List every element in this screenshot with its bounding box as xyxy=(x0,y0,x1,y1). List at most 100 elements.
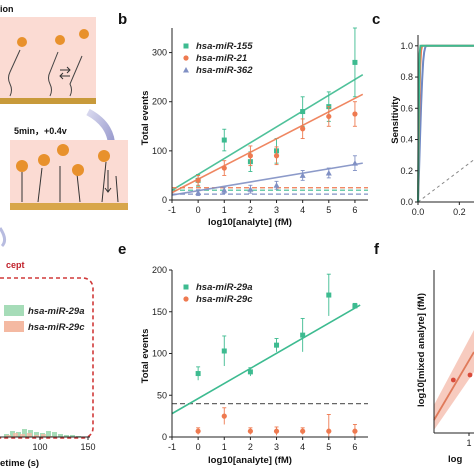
histogram-bar xyxy=(34,435,39,437)
label-bead xyxy=(79,29,89,39)
schematic-top-label: ion xyxy=(0,4,14,14)
dwell-panel: cept hsa-miR-29a hsa-miR-29c 100 150 eti… xyxy=(0,227,96,469)
legend-label: hsa-miR-155 xyxy=(196,41,253,52)
panel-c-x-tick-label: 0.2 xyxy=(453,207,466,217)
legend-label: hsa-miR-29a xyxy=(196,282,253,293)
data-point xyxy=(247,186,254,192)
histogram-bar xyxy=(6,435,11,437)
histogram-bar xyxy=(27,433,32,437)
panel-c-y-tick-label: 0.4 xyxy=(400,135,413,145)
panel-e-y-tick-label: 0 xyxy=(162,432,167,442)
panel-b-x-tick-label: 3 xyxy=(274,205,279,215)
panel-e-y-tick-label: 150 xyxy=(152,307,167,317)
fit-line-hsa-miR-155 xyxy=(171,74,364,191)
data-point xyxy=(300,428,306,434)
panel-e-x-tick-label: 1 xyxy=(222,442,227,452)
panel-b-y-axis-title: Total events xyxy=(140,91,151,146)
panel-label-c: c xyxy=(372,11,380,28)
label-bead xyxy=(98,150,110,162)
data-point xyxy=(247,428,253,434)
fit-line-hsa-miR-362 xyxy=(171,162,363,196)
panel-b-x-axis-title: log10[analyte] (fM) xyxy=(208,217,292,228)
legend-swatch-29a xyxy=(4,305,24,316)
panel-label-e: e xyxy=(118,241,126,258)
panel-e-x-axis-title: log10[analyte] (fM) xyxy=(208,455,292,466)
panel-b-y-tick-label: 0 xyxy=(162,195,167,205)
dwell-histogram-bars xyxy=(4,429,81,437)
data-point xyxy=(450,377,456,383)
panel-b-y-tick-label: 100 xyxy=(152,146,167,156)
data-point xyxy=(467,372,473,378)
electrode-bottom xyxy=(10,203,128,210)
down-arrow xyxy=(104,170,112,193)
label-bead xyxy=(55,35,65,45)
data-point xyxy=(273,153,280,159)
data-point xyxy=(247,153,253,159)
data-point xyxy=(195,428,201,434)
data-point xyxy=(300,126,306,132)
panel-b-x-tick-label: 0 xyxy=(196,205,201,215)
dwell-tick-label: 150 xyxy=(80,442,95,452)
data-point xyxy=(352,59,358,65)
histogram-bar xyxy=(41,434,46,437)
schematic-box-bottom xyxy=(10,140,128,206)
panel-c-x-tick-label: 0.0 xyxy=(412,207,425,217)
data-point xyxy=(221,348,227,354)
panel-c-y-tick-label: 0.2 xyxy=(400,166,413,176)
panel-e-x-tick-label: -1 xyxy=(168,442,176,452)
panel-e-x-tick-label: 6 xyxy=(352,442,357,452)
data-point xyxy=(326,428,332,434)
panel-c-y-tick-label: 0.0 xyxy=(400,197,413,207)
data-point xyxy=(300,332,306,338)
panel-c-y-tick-label: 1.0 xyxy=(400,41,413,51)
histogram-bar xyxy=(70,435,75,437)
panel-label-b: b xyxy=(118,11,127,28)
panel-f-y-axis-title: log10[mixed analyte] (fM) xyxy=(416,293,427,407)
panel-b-y-tick-label: 300 xyxy=(152,48,167,58)
dwell-tick-label: 100 xyxy=(32,442,47,452)
data-point xyxy=(195,189,202,196)
panel-c-y-tick-label: 0.8 xyxy=(400,72,413,82)
panel-c-chart: c 0.0 0.2 0.0 0.2 0.4 0.6 0.8 1.0 Sensitivity xyxy=(372,11,474,217)
histogram-bar xyxy=(13,433,18,437)
label-bead xyxy=(57,144,69,156)
legend-marker xyxy=(183,284,189,290)
data-point xyxy=(326,292,332,298)
panel-b-x-tick-label: -1 xyxy=(168,205,176,215)
legend-label: hsa-miR-362 xyxy=(196,65,253,76)
fit-line-hsa-miR-29a xyxy=(171,304,361,415)
data-point xyxy=(195,371,201,377)
probe-molecules-bottom xyxy=(21,161,119,203)
data-point xyxy=(325,169,332,176)
fit-line-hsa-miR-21 xyxy=(171,93,364,194)
data-point xyxy=(352,111,358,117)
roc-curve xyxy=(417,44,474,203)
panel-label-f: f xyxy=(374,241,380,258)
data-point xyxy=(221,165,227,171)
data-point xyxy=(352,428,358,434)
histogram-bar xyxy=(64,435,69,437)
histogram-bar xyxy=(16,432,21,437)
label-bead xyxy=(17,37,27,47)
schematic-panel: ion 5min，+0.4v xyxy=(0,4,128,210)
panel-c-y-axis-title: Sensitivity xyxy=(390,96,401,144)
panel-connector xyxy=(0,227,7,248)
histogram-bar xyxy=(58,434,63,437)
concept-label: cept xyxy=(6,260,25,270)
step-label: 5min，+0.4v xyxy=(14,126,67,136)
data-point xyxy=(274,342,280,348)
panel-e-x-tick-label: 3 xyxy=(274,442,279,452)
panel-e-x-tick-label: 5 xyxy=(326,442,331,452)
legend-marker xyxy=(183,55,189,61)
legend-label: hsa-miR-21 xyxy=(196,53,247,64)
panel-c-y-tick-label: 0.6 xyxy=(400,103,413,113)
concept-frame xyxy=(0,277,94,439)
legend-label-29c: hsa-miR-29c xyxy=(28,322,85,333)
roc-reference-line xyxy=(417,159,474,203)
histogram-bar xyxy=(34,432,39,437)
dwell-x-axis-title: etime (s) xyxy=(0,458,39,469)
data-point xyxy=(273,428,280,434)
panel-b-x-tick-label: 6 xyxy=(352,205,357,215)
